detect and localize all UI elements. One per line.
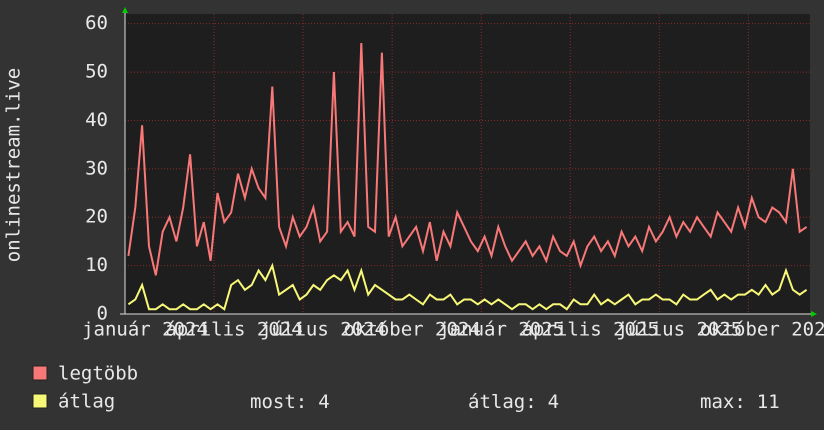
- axis-arrow: [811, 311, 817, 317]
- legend-label: legtöbb: [58, 363, 138, 385]
- stat-value: 11: [757, 391, 780, 413]
- x-tick-label: július 2024: [260, 319, 386, 341]
- y-tick-label: 30: [85, 157, 108, 179]
- x-tick-label: április 2024: [165, 319, 302, 341]
- plot-area: [125, 14, 810, 314]
- marks: [127, 42, 808, 311]
- stat-value: 4: [548, 391, 559, 413]
- stat: max: 11: [700, 391, 780, 413]
- stat: átlag: 4: [468, 391, 559, 413]
- x-tick-label: április 2025: [522, 319, 659, 341]
- y-tick-label: 20: [85, 206, 108, 228]
- legend-swatch: [32, 365, 48, 381]
- stat: most: 4: [250, 391, 330, 413]
- legend: legtöbb átlag most: 4 átlag: 4 max: 11: [32, 363, 780, 413]
- y-tick-label: 40: [85, 109, 108, 131]
- y-tick-label: 0: [97, 303, 108, 325]
- x-tick-label: július 2025: [616, 319, 742, 341]
- x-tick-label: október 2025: [700, 319, 824, 341]
- series-line: [127, 262, 808, 311]
- stat-label: most:: [250, 391, 307, 413]
- y-tick-label: 60: [85, 12, 108, 34]
- x-tick-label: január 2025: [438, 319, 564, 341]
- legend-swatch: [32, 393, 48, 409]
- y-axis-title: onlinestream.live: [3, 68, 25, 262]
- y-tick-label: 10: [85, 254, 108, 276]
- stat-label: max:: [700, 391, 746, 413]
- legend-label: átlag: [58, 391, 115, 413]
- series-line: [127, 42, 808, 276]
- x-tick-label: október 2024: [344, 319, 481, 341]
- stat-value: 4: [318, 391, 329, 413]
- stat-label: átlag:: [468, 391, 537, 413]
- axis-arrow: [122, 7, 128, 13]
- x-tick-label: január 2024: [82, 319, 208, 341]
- y-tick-label: 50: [85, 61, 108, 83]
